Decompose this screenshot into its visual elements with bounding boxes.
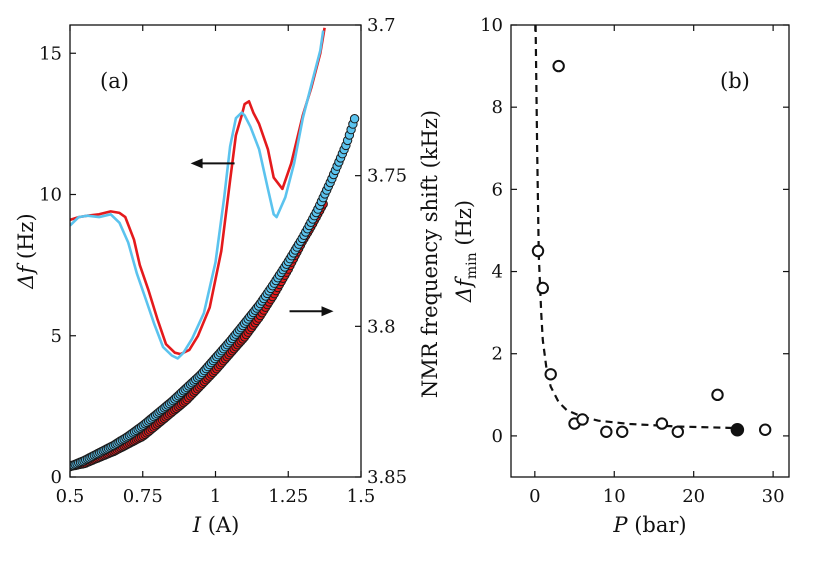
panel-a-markers xyxy=(70,114,360,472)
b-ytick-label-2: 4 xyxy=(492,262,503,283)
b-ylabel-unit: (Hz) xyxy=(452,200,476,252)
b-ylabel-subscript: min xyxy=(464,252,480,279)
b-ylabel-symbol: Δf xyxy=(452,276,476,303)
a-ytick-label-1: 5 xyxy=(51,326,62,347)
panel-a-plot xyxy=(70,27,360,472)
b-xtick-label-0: 0 xyxy=(529,486,540,507)
a-xtick-label-4: 1.5 xyxy=(347,486,376,507)
a-ytick-label-0: 0 xyxy=(51,467,62,488)
open-point-2 xyxy=(544,368,557,381)
open-point-11 xyxy=(758,423,772,436)
a-ytick-label-2: 10 xyxy=(39,185,62,206)
panel-b-plot xyxy=(531,25,772,438)
a-ytick-label-3: 15 xyxy=(39,43,62,64)
b-ytick-label-1: 2 xyxy=(492,344,503,365)
b-xtick-label-2: 20 xyxy=(682,486,705,507)
panel-a-lines xyxy=(70,27,326,360)
panel-b-points xyxy=(531,59,772,438)
a-xlabel-symbol: I xyxy=(192,513,202,537)
open-point-5 xyxy=(576,413,589,426)
a-ylabel-unit: (Hz) xyxy=(14,213,38,265)
filled-point-0 xyxy=(730,422,745,437)
marker-3-163 xyxy=(349,114,360,124)
series-line-1 xyxy=(70,30,325,360)
a-y2tick-label-3: 3.85 xyxy=(367,467,407,488)
panel-a-xlabel: I (A) xyxy=(192,513,240,537)
open-point-9 xyxy=(671,425,684,438)
arrow-right-head xyxy=(321,306,334,317)
open-point-0 xyxy=(531,244,545,258)
open-point-7 xyxy=(616,425,629,438)
b-xlabel-unit: (bar) xyxy=(628,513,687,537)
a-y2tick-label-1: 3.75 xyxy=(367,166,407,187)
open-point-10 xyxy=(711,388,724,402)
b-ytick-label-5: 10 xyxy=(480,15,503,36)
a-xlabel-unit: (A) xyxy=(201,513,239,537)
a-y2tick-label-2: 3.8 xyxy=(367,316,396,337)
open-point-1 xyxy=(536,281,549,295)
b-ytick-label-4: 8 xyxy=(492,97,503,118)
panel-b-frame xyxy=(510,24,790,478)
panel-b-fit xyxy=(534,25,738,430)
b-xtick-label-3: 30 xyxy=(762,486,785,507)
panel-a-ylabel: Δf (Hz) xyxy=(14,213,38,289)
panel-a-arrows xyxy=(190,158,334,317)
panel-b-xlabel: P (bar) xyxy=(612,513,686,537)
a-y2tick-label-0: 3.7 xyxy=(367,15,396,36)
open-point-3 xyxy=(552,59,565,73)
panel-b: 0 10 20 30 0 2 4 6 8 10 (b) P (bar) Δfmin (Hz) xyxy=(452,15,790,537)
a-xtick-label-3: 1.25 xyxy=(268,486,308,507)
open-point-6 xyxy=(600,425,613,438)
panel-b-ticks: 0 10 20 30 0 2 4 6 8 10 xyxy=(480,15,789,507)
panel-b-ylabel: Δfmin (Hz) xyxy=(452,200,480,303)
b-xtick-label-1: 10 xyxy=(603,486,626,507)
open-point-8 xyxy=(655,417,669,430)
b-ytick-label-3: 6 xyxy=(492,179,503,200)
a-xtick-label-0: 0.5 xyxy=(56,486,85,507)
b-xlabel-symbol: P xyxy=(612,513,628,537)
a-xtick-label-2: 1 xyxy=(210,486,221,507)
fit-curve xyxy=(534,25,738,430)
a-xtick-label-1: 0.75 xyxy=(123,486,163,507)
a-ylabel-symbol: Δf xyxy=(14,263,38,290)
series-line-0 xyxy=(70,27,326,356)
panel-a-label: (a) xyxy=(100,69,129,93)
arrow-left-head xyxy=(190,158,203,169)
panel-a-y2label: NMR frequency shift (kHz) xyxy=(418,110,442,398)
panel-b-label: (b) xyxy=(720,69,750,93)
panel-a-ticks: 0.5 0.75 1 1.25 1.5 0 5 10 15 3.7 3.75 3.8 3.85 xyxy=(39,15,407,507)
b-ytick-label-0: 0 xyxy=(492,426,503,447)
